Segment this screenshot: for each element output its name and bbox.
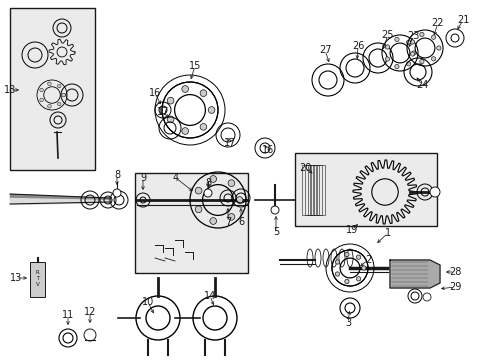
Circle shape [195, 206, 202, 213]
Circle shape [409, 40, 414, 44]
Circle shape [409, 52, 414, 56]
Text: 17: 17 [224, 138, 236, 148]
Circle shape [335, 272, 339, 276]
Circle shape [167, 97, 174, 104]
Text: 13: 13 [10, 273, 22, 283]
Text: 8: 8 [114, 170, 120, 180]
Circle shape [385, 57, 389, 61]
Text: 6: 6 [238, 217, 244, 227]
Text: 20: 20 [298, 163, 310, 173]
Text: 17: 17 [157, 107, 169, 117]
Bar [316, 165, 325, 215]
Circle shape [47, 104, 51, 108]
Circle shape [419, 32, 423, 37]
Circle shape [430, 35, 435, 39]
Circle shape [394, 37, 398, 42]
Text: 10: 10 [142, 297, 154, 307]
Text: 8: 8 [204, 178, 211, 188]
Text: 4: 4 [173, 173, 179, 183]
Text: 16: 16 [148, 88, 161, 98]
Circle shape [61, 93, 65, 97]
Circle shape [236, 197, 243, 203]
Circle shape [40, 98, 43, 102]
Circle shape [40, 88, 43, 92]
Circle shape [209, 176, 216, 183]
Circle shape [385, 45, 389, 49]
Circle shape [195, 187, 202, 194]
Circle shape [335, 260, 339, 264]
Circle shape [394, 64, 398, 69]
Text: 1: 1 [384, 228, 390, 238]
Circle shape [361, 266, 366, 270]
Text: 12: 12 [83, 307, 96, 317]
Text: 23: 23 [406, 31, 418, 41]
Text: 16: 16 [262, 145, 274, 155]
Text: T: T [36, 275, 39, 280]
Circle shape [57, 102, 61, 106]
Text: 11: 11 [62, 310, 74, 320]
Circle shape [200, 123, 206, 130]
Text: 22: 22 [431, 18, 443, 28]
Circle shape [227, 213, 234, 220]
Bar [313, 165, 321, 215]
Circle shape [209, 218, 216, 224]
Circle shape [419, 59, 423, 64]
Text: 26: 26 [351, 41, 364, 51]
Circle shape [113, 189, 121, 197]
Circle shape [356, 277, 360, 281]
Text: 21: 21 [456, 15, 468, 25]
Text: 29: 29 [448, 282, 460, 292]
Text: 18: 18 [4, 85, 16, 95]
Text: 9: 9 [140, 173, 146, 183]
Bar [307, 165, 315, 215]
Text: 5: 5 [272, 227, 279, 237]
Text: 7: 7 [224, 217, 231, 227]
Bar [135, 173, 247, 273]
Circle shape [406, 62, 410, 66]
Text: 15: 15 [188, 61, 201, 71]
Circle shape [203, 189, 212, 197]
Circle shape [344, 252, 348, 257]
Circle shape [356, 255, 360, 259]
Text: 28: 28 [448, 267, 460, 277]
Text: 3: 3 [344, 318, 350, 328]
Circle shape [167, 116, 174, 123]
Circle shape [344, 279, 348, 284]
Circle shape [227, 180, 234, 186]
Text: 2: 2 [364, 255, 370, 265]
Bar [305, 165, 312, 215]
Circle shape [270, 206, 279, 214]
Bar [30, 262, 45, 297]
Text: 24: 24 [415, 80, 427, 90]
Text: 25: 25 [381, 30, 393, 40]
Polygon shape [389, 260, 439, 288]
Text: R: R [36, 270, 40, 274]
Circle shape [436, 46, 440, 50]
Circle shape [182, 128, 188, 134]
Bar [294, 153, 436, 226]
Text: V: V [36, 282, 40, 287]
Text: 27: 27 [318, 45, 330, 55]
Circle shape [430, 57, 435, 61]
Circle shape [182, 86, 188, 93]
Text: 19: 19 [345, 225, 357, 235]
Circle shape [422, 293, 430, 301]
Bar [302, 165, 309, 215]
Circle shape [411, 51, 415, 55]
Bar [10, 8, 95, 170]
Circle shape [47, 82, 51, 86]
Circle shape [208, 107, 215, 113]
Text: 14: 14 [203, 291, 216, 301]
Circle shape [406, 40, 410, 44]
Circle shape [84, 329, 96, 341]
Circle shape [57, 84, 61, 88]
Bar [310, 165, 318, 215]
Circle shape [200, 90, 206, 96]
Circle shape [429, 187, 439, 197]
